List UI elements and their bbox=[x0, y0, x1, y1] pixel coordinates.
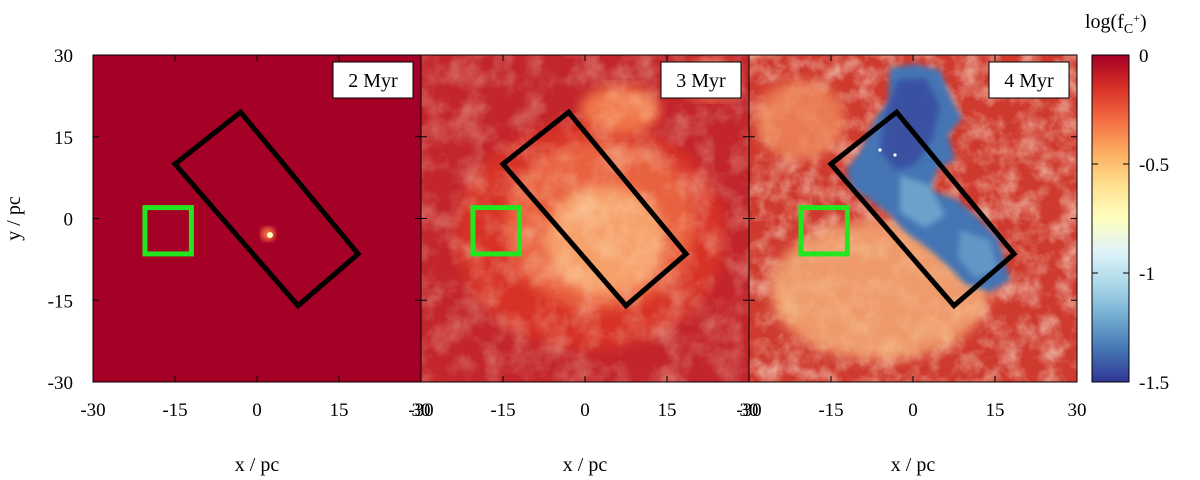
panel-2myr-field bbox=[93, 55, 421, 382]
y-tick-label: 15 bbox=[54, 128, 73, 149]
colorbar-tick-label: -0.5 bbox=[1139, 155, 1169, 176]
time-label: 2 Myr bbox=[348, 70, 398, 92]
green-region-box bbox=[470, 205, 522, 257]
x-axis-label: x / pc bbox=[563, 454, 608, 476]
colorbar-title: log(fC+) bbox=[1085, 11, 1147, 37]
x-tick-label: 0 bbox=[580, 400, 590, 421]
black-region-box bbox=[827, 108, 1018, 310]
black-region-box bbox=[499, 108, 690, 310]
colorbar-tick-label: 0 bbox=[1139, 46, 1149, 67]
x-tick-label: -15 bbox=[162, 400, 187, 421]
x-tick-label: -15 bbox=[818, 400, 843, 421]
time-label-box: 2 Myr bbox=[332, 61, 414, 99]
time-label: 3 Myr bbox=[676, 70, 726, 92]
y-tick-label: -15 bbox=[48, 291, 73, 312]
colorbar-tick-label: -1 bbox=[1139, 264, 1155, 285]
x-tick-label: -15 bbox=[490, 400, 515, 421]
colorbar-tick-label: -1.5 bbox=[1139, 373, 1169, 394]
y-axis-label: y / pc bbox=[3, 196, 25, 241]
panel-2myr bbox=[93, 55, 421, 382]
x-tick-label: 0 bbox=[252, 400, 262, 421]
y-tick-label: 30 bbox=[54, 46, 73, 67]
time-label-box: 4 Myr bbox=[988, 61, 1070, 99]
x-tick-label: 0 bbox=[908, 400, 918, 421]
y-tick-label: 0 bbox=[64, 210, 74, 231]
colorbar-scale bbox=[1091, 54, 1130, 383]
panel-3myr bbox=[421, 55, 749, 382]
x-tick-label: 30 bbox=[412, 400, 431, 421]
panel-2myr-hotspot bbox=[261, 227, 275, 241]
panel-4myr-structure bbox=[749, 55, 1077, 382]
x-tick-label: 15 bbox=[658, 400, 677, 421]
green-region-box bbox=[142, 205, 194, 257]
x-tick-label: 30 bbox=[1068, 400, 1087, 421]
x-axis-label: x / pc bbox=[235, 454, 280, 476]
x-axis-label: x / pc bbox=[891, 454, 936, 476]
y-tick-label: -30 bbox=[48, 373, 73, 394]
x-tick-label: -30 bbox=[736, 400, 761, 421]
time-label: 4 Myr bbox=[1004, 70, 1054, 92]
x-tick-label: 30 bbox=[740, 400, 759, 421]
x-tick-label: 15 bbox=[986, 400, 1005, 421]
green-region-box bbox=[798, 205, 850, 257]
time-label-box: 3 Myr bbox=[660, 61, 742, 99]
x-tick-label: -30 bbox=[80, 400, 105, 421]
panel-4myr bbox=[749, 55, 1077, 382]
black-region-box bbox=[171, 108, 362, 310]
x-tick-label: 15 bbox=[330, 400, 349, 421]
panel-3myr-structure bbox=[421, 55, 749, 382]
x-tick-label: -30 bbox=[408, 400, 433, 421]
